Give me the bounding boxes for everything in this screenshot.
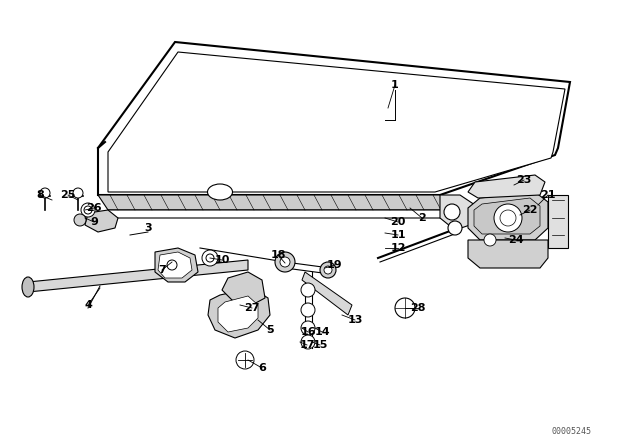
Polygon shape <box>108 210 455 218</box>
Polygon shape <box>85 210 118 232</box>
Text: 14: 14 <box>314 327 330 337</box>
Circle shape <box>395 298 415 318</box>
Circle shape <box>202 250 218 266</box>
Polygon shape <box>208 288 270 338</box>
Polygon shape <box>468 240 548 268</box>
Text: 8: 8 <box>36 190 44 200</box>
Text: 2: 2 <box>418 213 426 223</box>
Text: 12: 12 <box>390 243 406 253</box>
Polygon shape <box>548 195 568 248</box>
Circle shape <box>74 214 86 226</box>
Circle shape <box>236 351 254 369</box>
Polygon shape <box>98 42 570 195</box>
Circle shape <box>280 257 290 267</box>
Text: 13: 13 <box>348 315 363 325</box>
Circle shape <box>40 188 50 198</box>
Text: 1: 1 <box>391 80 399 90</box>
Circle shape <box>444 204 460 220</box>
Text: 00005245: 00005245 <box>552 427 592 436</box>
Text: 4: 4 <box>84 300 92 310</box>
Circle shape <box>301 303 315 317</box>
Polygon shape <box>222 272 265 306</box>
Circle shape <box>84 206 92 214</box>
Text: 23: 23 <box>516 175 532 185</box>
Polygon shape <box>98 195 450 210</box>
Circle shape <box>494 204 522 232</box>
Circle shape <box>301 283 315 297</box>
Text: 16: 16 <box>300 327 316 337</box>
Text: 20: 20 <box>390 217 406 227</box>
Circle shape <box>275 252 295 272</box>
Text: 15: 15 <box>312 340 328 350</box>
Circle shape <box>301 335 315 349</box>
Text: 22: 22 <box>522 205 538 215</box>
Text: 28: 28 <box>410 303 426 313</box>
Circle shape <box>500 210 516 226</box>
Polygon shape <box>474 198 540 234</box>
Polygon shape <box>218 296 258 332</box>
Circle shape <box>206 254 214 262</box>
Circle shape <box>167 260 177 270</box>
Polygon shape <box>158 252 192 278</box>
Text: 10: 10 <box>214 255 230 265</box>
Circle shape <box>81 203 95 217</box>
Polygon shape <box>302 272 352 315</box>
Polygon shape <box>468 192 548 240</box>
Text: 27: 27 <box>244 303 260 313</box>
Polygon shape <box>155 248 198 282</box>
Polygon shape <box>440 195 475 230</box>
Ellipse shape <box>22 277 34 297</box>
Text: 19: 19 <box>327 260 343 270</box>
Text: 9: 9 <box>90 217 98 227</box>
Circle shape <box>73 188 83 198</box>
Text: 7: 7 <box>158 265 166 275</box>
Circle shape <box>324 266 332 274</box>
Polygon shape <box>28 260 248 292</box>
Text: 6: 6 <box>258 363 266 373</box>
Text: 5: 5 <box>266 325 274 335</box>
Text: 24: 24 <box>508 235 524 245</box>
Polygon shape <box>108 52 565 192</box>
Ellipse shape <box>207 184 232 200</box>
Text: 18: 18 <box>270 250 285 260</box>
Text: 11: 11 <box>390 230 406 240</box>
Circle shape <box>320 262 336 278</box>
Text: 3: 3 <box>144 223 152 233</box>
Circle shape <box>484 234 496 246</box>
Circle shape <box>448 221 462 235</box>
Text: 25: 25 <box>60 190 76 200</box>
Text: 26: 26 <box>86 203 102 213</box>
Text: 17: 17 <box>300 340 315 350</box>
Circle shape <box>301 321 315 335</box>
Text: 21: 21 <box>540 190 556 200</box>
Polygon shape <box>468 175 545 198</box>
